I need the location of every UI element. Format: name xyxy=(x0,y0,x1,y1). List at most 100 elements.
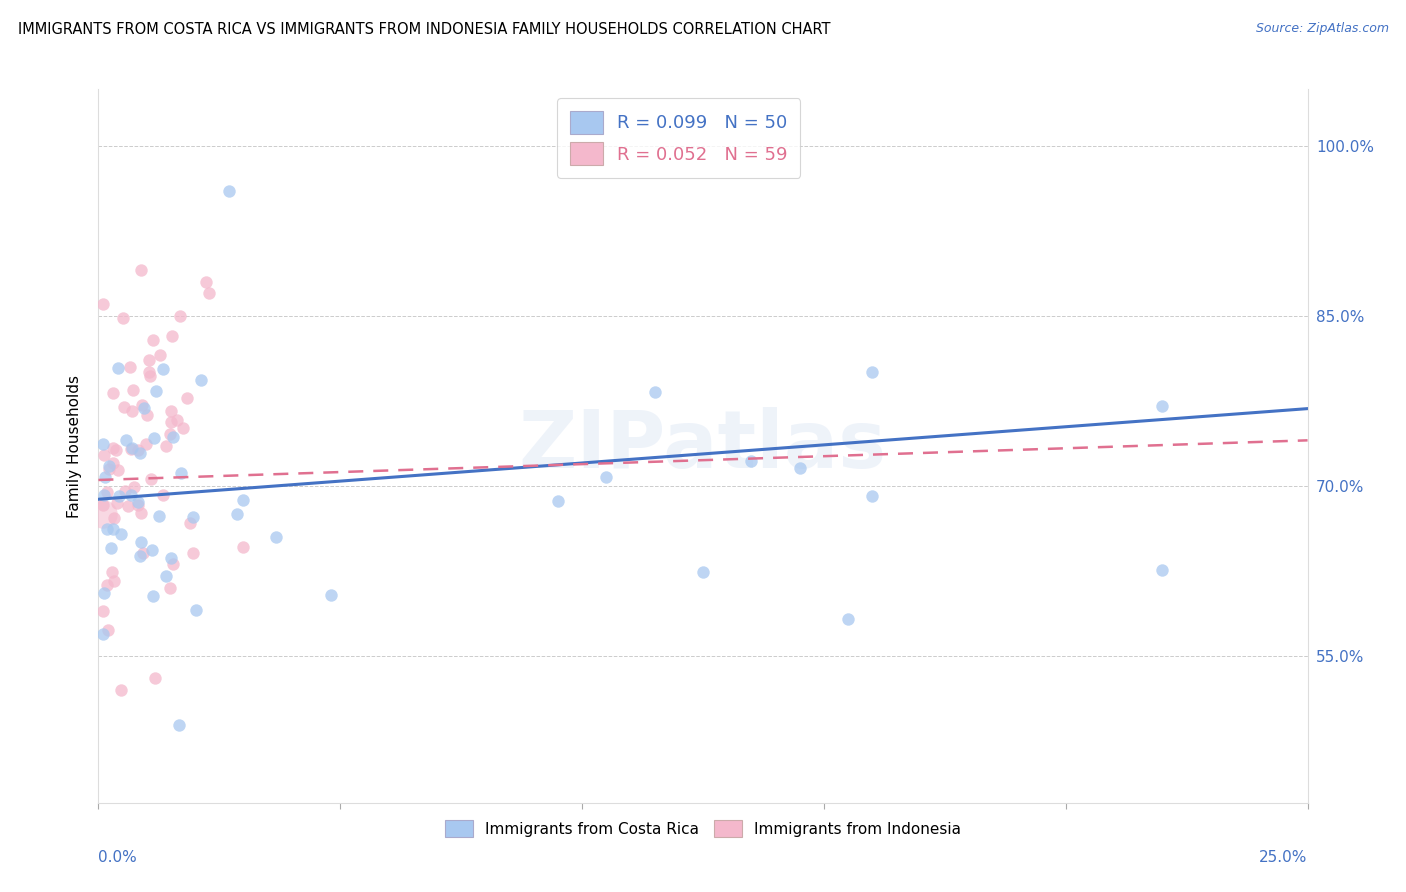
Point xyxy=(143,671,166,685)
Point xyxy=(93,586,115,600)
Point xyxy=(93,448,115,462)
Point xyxy=(103,574,125,589)
Text: IMMIGRANTS FROM COSTA RICA VS IMMIGRANTS FROM INDONESIA FAMILY HOUSEHOLDS CORREL: IMMIGRANTS FROM COSTA RICA VS IMMIGRANTS… xyxy=(18,22,831,37)
Point xyxy=(112,401,135,415)
Point xyxy=(131,546,153,560)
Point xyxy=(103,511,125,525)
Point xyxy=(160,551,183,566)
Point xyxy=(132,401,155,415)
Point xyxy=(595,470,617,484)
Point xyxy=(108,490,131,504)
Point xyxy=(110,682,132,697)
Point xyxy=(860,365,883,379)
Point xyxy=(190,373,212,387)
Point xyxy=(266,530,288,544)
Point xyxy=(141,542,163,557)
Point xyxy=(98,459,121,474)
Point xyxy=(129,446,152,460)
Point xyxy=(97,462,120,476)
Point xyxy=(142,333,165,347)
Point xyxy=(159,581,181,595)
Point xyxy=(141,472,163,486)
Point xyxy=(167,718,190,732)
Point xyxy=(91,498,114,512)
Point xyxy=(162,430,184,444)
Point xyxy=(91,627,114,641)
Point xyxy=(93,488,115,502)
Point xyxy=(111,310,134,325)
Point xyxy=(160,415,183,429)
Point xyxy=(103,522,125,536)
Point xyxy=(194,275,217,289)
Point xyxy=(122,384,145,398)
Y-axis label: Family Households: Family Households xyxy=(67,375,83,517)
Point xyxy=(179,516,201,530)
Point xyxy=(91,437,114,451)
Point xyxy=(172,421,194,435)
Point xyxy=(162,329,184,343)
Point xyxy=(232,493,254,508)
Point xyxy=(127,498,149,512)
Point xyxy=(138,365,160,379)
Point xyxy=(143,432,166,446)
Text: ZIPatlas: ZIPatlas xyxy=(519,407,887,485)
Point xyxy=(122,480,145,494)
Point xyxy=(101,386,124,401)
Point xyxy=(138,352,160,367)
Text: Source: ZipAtlas.com: Source: ZipAtlas.com xyxy=(1256,22,1389,36)
Point xyxy=(135,408,157,422)
Point xyxy=(166,413,188,427)
Point xyxy=(131,399,153,413)
Point xyxy=(103,442,125,456)
Point xyxy=(547,494,569,508)
Point xyxy=(149,349,172,363)
Point xyxy=(155,568,177,582)
Point xyxy=(110,527,132,541)
Point xyxy=(114,483,136,498)
Point xyxy=(159,427,181,442)
Point xyxy=(176,391,198,405)
Point xyxy=(183,509,205,524)
Point xyxy=(226,507,249,521)
Point xyxy=(105,496,128,510)
Point xyxy=(91,604,114,618)
Point xyxy=(101,456,124,470)
Point xyxy=(148,508,170,523)
Point xyxy=(181,547,204,561)
Point xyxy=(120,488,142,502)
Point xyxy=(94,470,117,484)
Point xyxy=(232,540,254,554)
Point xyxy=(97,624,120,638)
Point xyxy=(170,466,193,480)
Point xyxy=(96,522,118,536)
Legend: Immigrants from Costa Rica, Immigrants from Indonesia: Immigrants from Costa Rica, Immigrants f… xyxy=(437,813,969,845)
Point xyxy=(139,368,162,383)
Point xyxy=(127,442,149,457)
Point xyxy=(114,433,136,447)
Point xyxy=(121,404,143,418)
Point xyxy=(129,549,152,563)
Point xyxy=(1152,400,1174,414)
Point xyxy=(644,385,666,400)
Point xyxy=(117,499,139,513)
Point xyxy=(218,184,240,198)
Point xyxy=(319,588,342,602)
Point xyxy=(107,463,129,477)
Point xyxy=(169,309,191,323)
Point xyxy=(105,443,128,458)
Point xyxy=(129,535,152,549)
Point xyxy=(120,359,142,374)
Point xyxy=(159,404,181,418)
Text: 0.0%: 0.0% xyxy=(98,850,138,865)
Point xyxy=(145,384,167,398)
Point xyxy=(129,507,152,521)
Point xyxy=(162,557,184,571)
Point xyxy=(121,441,143,455)
Point xyxy=(96,578,118,592)
Point xyxy=(155,439,177,453)
Point xyxy=(91,297,114,311)
Point xyxy=(142,589,165,603)
Point xyxy=(131,263,153,277)
Point xyxy=(789,461,811,475)
Point xyxy=(692,565,714,579)
